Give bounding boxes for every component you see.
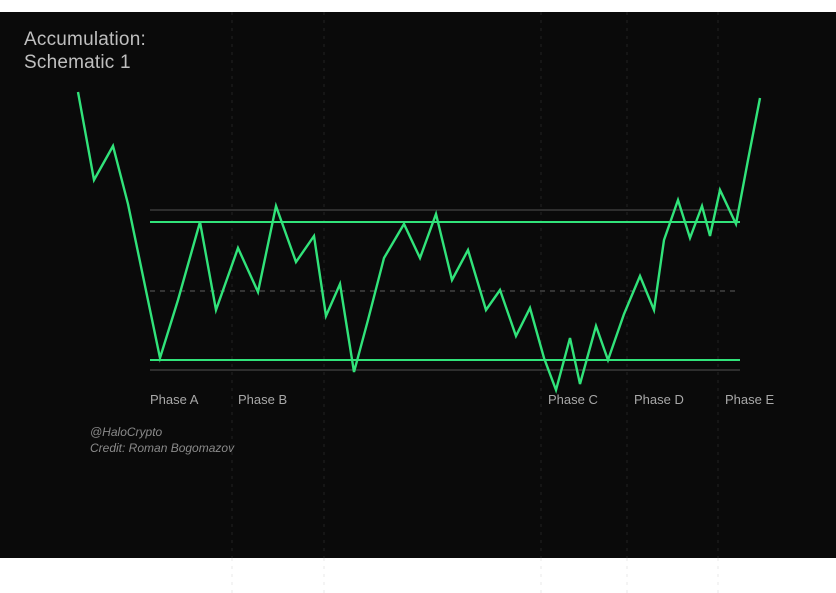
chart-credit: @HaloCrypto Credit: Roman Bogomazov [90, 424, 234, 456]
panel-background [0, 12, 836, 558]
phase-label: Phase B [238, 392, 287, 407]
phase-label: Phase C [548, 392, 598, 407]
chart-svg [0, 0, 836, 593]
chart-title: Accumulation: Schematic 1 [24, 28, 146, 74]
phase-label: Phase D [634, 392, 684, 407]
phase-label: Phase E [725, 392, 774, 407]
phase-label: Phase A [150, 392, 198, 407]
chart-title-line1: Accumulation: [24, 28, 146, 51]
chart-title-line2: Schematic 1 [24, 51, 146, 74]
chart-canvas: Accumulation: Schematic 1 @HaloCrypto Cr… [0, 0, 836, 593]
credit-line1: @HaloCrypto [90, 424, 234, 440]
credit-line2: Credit: Roman Bogomazov [90, 440, 234, 456]
